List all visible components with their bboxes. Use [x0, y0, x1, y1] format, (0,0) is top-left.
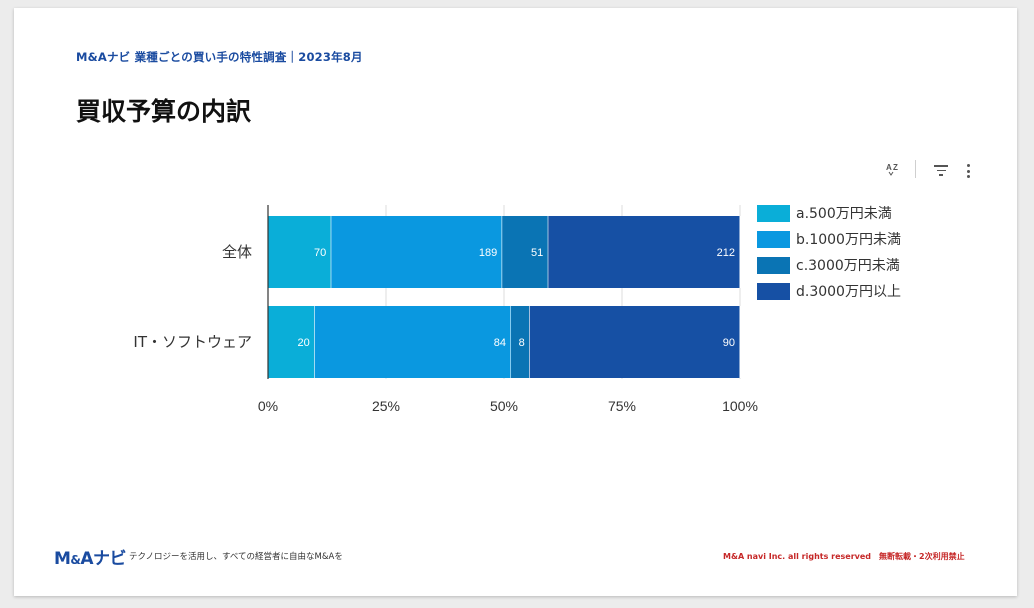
- svg-text:Z: Z: [893, 163, 898, 172]
- footer-copyright: M&A navi Inc. all rights reserved 無断転載・2…: [723, 552, 965, 561]
- bar-segment[interactable]: [502, 216, 548, 288]
- legend-label: a.500万円未満: [796, 206, 892, 222]
- more-vert-icon[interactable]: [965, 164, 971, 181]
- category-label: IT・ソフトウェア: [133, 333, 252, 351]
- logo-rest: Aナビ: [80, 549, 127, 569]
- legend-label: d.3000万円以上: [796, 284, 901, 300]
- svg-text:A: A: [886, 163, 892, 172]
- data-label: 70: [314, 247, 326, 259]
- bar-segment[interactable]: [331, 216, 502, 288]
- chart-title: 買収予算の内訳: [76, 97, 252, 126]
- bar-segment[interactable]: [511, 306, 530, 378]
- x-tick-label: 100%: [722, 398, 758, 414]
- legend-swatch: [757, 257, 790, 274]
- legend-swatch: [757, 205, 790, 222]
- data-label: 84: [494, 337, 506, 349]
- footer-tagline: テクノロジーを活用し、すべての経営者に自由なM&Aを: [129, 552, 343, 562]
- legend: a.500万円未満 b.1000万円未満 c.3000万円未満 d.3000万円以上: [757, 205, 901, 300]
- x-tick-label: 25%: [372, 398, 400, 414]
- bar-segment[interactable]: [268, 306, 315, 378]
- category-label: 全体: [222, 243, 252, 261]
- legend-swatch: [757, 283, 790, 300]
- data-label: 212: [717, 247, 735, 259]
- data-label: 8: [519, 337, 525, 349]
- stacked-bar-chart: 70 189 51 212 20 84 8 90 0% 25% 50% 75% 100% 全体 IT・ソフ…: [133, 205, 901, 414]
- filter-icon[interactable]: [934, 165, 948, 179]
- logo-amp: &: [70, 553, 81, 567]
- sort-az-icon[interactable]: A Z: [885, 161, 903, 180]
- bar-segment[interactable]: [529, 306, 740, 378]
- legend-label: c.3000万円未満: [796, 258, 900, 274]
- x-tick-label: 75%: [608, 398, 636, 414]
- bar-segment[interactable]: [548, 216, 740, 288]
- data-label: 51: [531, 247, 543, 259]
- toolbar-divider: [915, 160, 916, 178]
- bar-segment[interactable]: [268, 216, 331, 288]
- bar-layer: [268, 216, 741, 378]
- legend-label: b.1000万円未満: [796, 232, 901, 248]
- x-tick-label: 50%: [490, 398, 518, 414]
- brand-logo: M&Aナビ: [54, 544, 127, 569]
- legend-swatch: [757, 231, 790, 248]
- x-tick-label: 0%: [258, 398, 278, 414]
- report-subtitle: M&Aナビ 業種ごとの買い手の特性調査｜2023年8月: [76, 50, 363, 64]
- axis-layer: 0% 25% 50% 75% 100% 全体 IT・ソフトウェア: [133, 205, 758, 414]
- bar-segment[interactable]: [314, 306, 511, 378]
- label-layer: 70 189 51 212 20 84 8 90: [297, 247, 735, 349]
- data-label: 20: [297, 337, 309, 349]
- data-label: 189: [479, 247, 497, 259]
- data-label: 90: [723, 337, 735, 349]
- logo-m: M: [54, 549, 71, 569]
- report-card: M&Aナビ 業種ごとの買い手の特性調査｜2023年8月 買収予算の内訳 A Z …: [14, 8, 1017, 596]
